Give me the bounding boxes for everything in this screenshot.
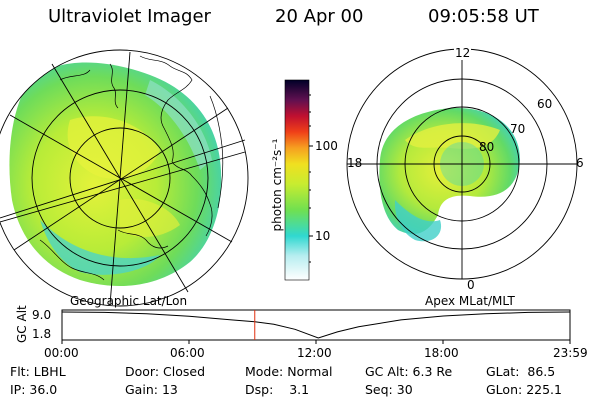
polar-grid [346,48,578,280]
header-date: 20 Apr 00 [275,6,364,27]
colorbar-ticks [309,94,313,263]
polar-emission-region [379,107,520,242]
info-door: Door: Closed [125,364,206,379]
colorbar-tick-10: 10 [315,229,331,243]
geo-emission-region [9,62,222,286]
info-glat: GLat: 86.5 [486,364,556,379]
info-mode: Mode: Normal [245,364,333,379]
info-seq: Seq: 30 [365,382,413,397]
gc-alt-xtick-1: 06:00 [170,346,205,360]
mlt-label-18: 18 [347,156,363,170]
gc-alt-xtick-3: 18:00 [424,346,459,360]
colorbar-tick-100: 100 [315,139,338,153]
info-glon: GLon: 225.1 [486,382,562,397]
gc-alt-ytick-low: 1.8 [32,327,52,341]
gc-alt-xticks-marks [61,340,571,344]
colorbar [284,79,310,281]
gc-alt-chart-frame [61,309,571,341]
gc-alt-xtick-0: 00:00 [44,346,79,360]
gc-alt-ylabel: GC Alt [15,305,29,343]
gc-alt-series-line [61,311,571,339]
gc-alt-xtick-4: 23:59 [553,346,588,360]
geo-grid [0,49,249,307]
mlt-label-6: 6 [576,156,584,170]
gc-alt-xtick-2: 12:00 [297,346,332,360]
info-ip: IP: 36.0 [10,382,58,397]
gc-alt-ytick-high: 9.0 [32,308,52,322]
header-time: 09:05:58 UT [428,6,539,27]
mlat-label-80: 80 [479,140,495,154]
mlt-label-0: 0 [467,278,475,292]
app-title: Ultraviolet Imager [48,6,211,27]
mlat-label-70: 70 [510,122,526,136]
geographic-label: Geographic Lat/Lon [70,294,188,308]
info-flt: Flt: LBHL [10,364,66,379]
geo-coastlines [39,55,224,281]
apex-label: Apex MLat/MLT [425,294,515,308]
mlat-label-60: 60 [537,97,553,111]
info-gc-alt: GC Alt: 6.3 Re [365,364,453,379]
gc-alt-plot [61,310,571,340]
info-gain: Gain: 13 [125,382,178,397]
mlt-label-12: 12 [454,46,472,60]
info-dsp: Dsp: 3.1 [245,382,310,397]
colorbar-unit-label: photon cm⁻²s⁻¹ [270,138,284,232]
